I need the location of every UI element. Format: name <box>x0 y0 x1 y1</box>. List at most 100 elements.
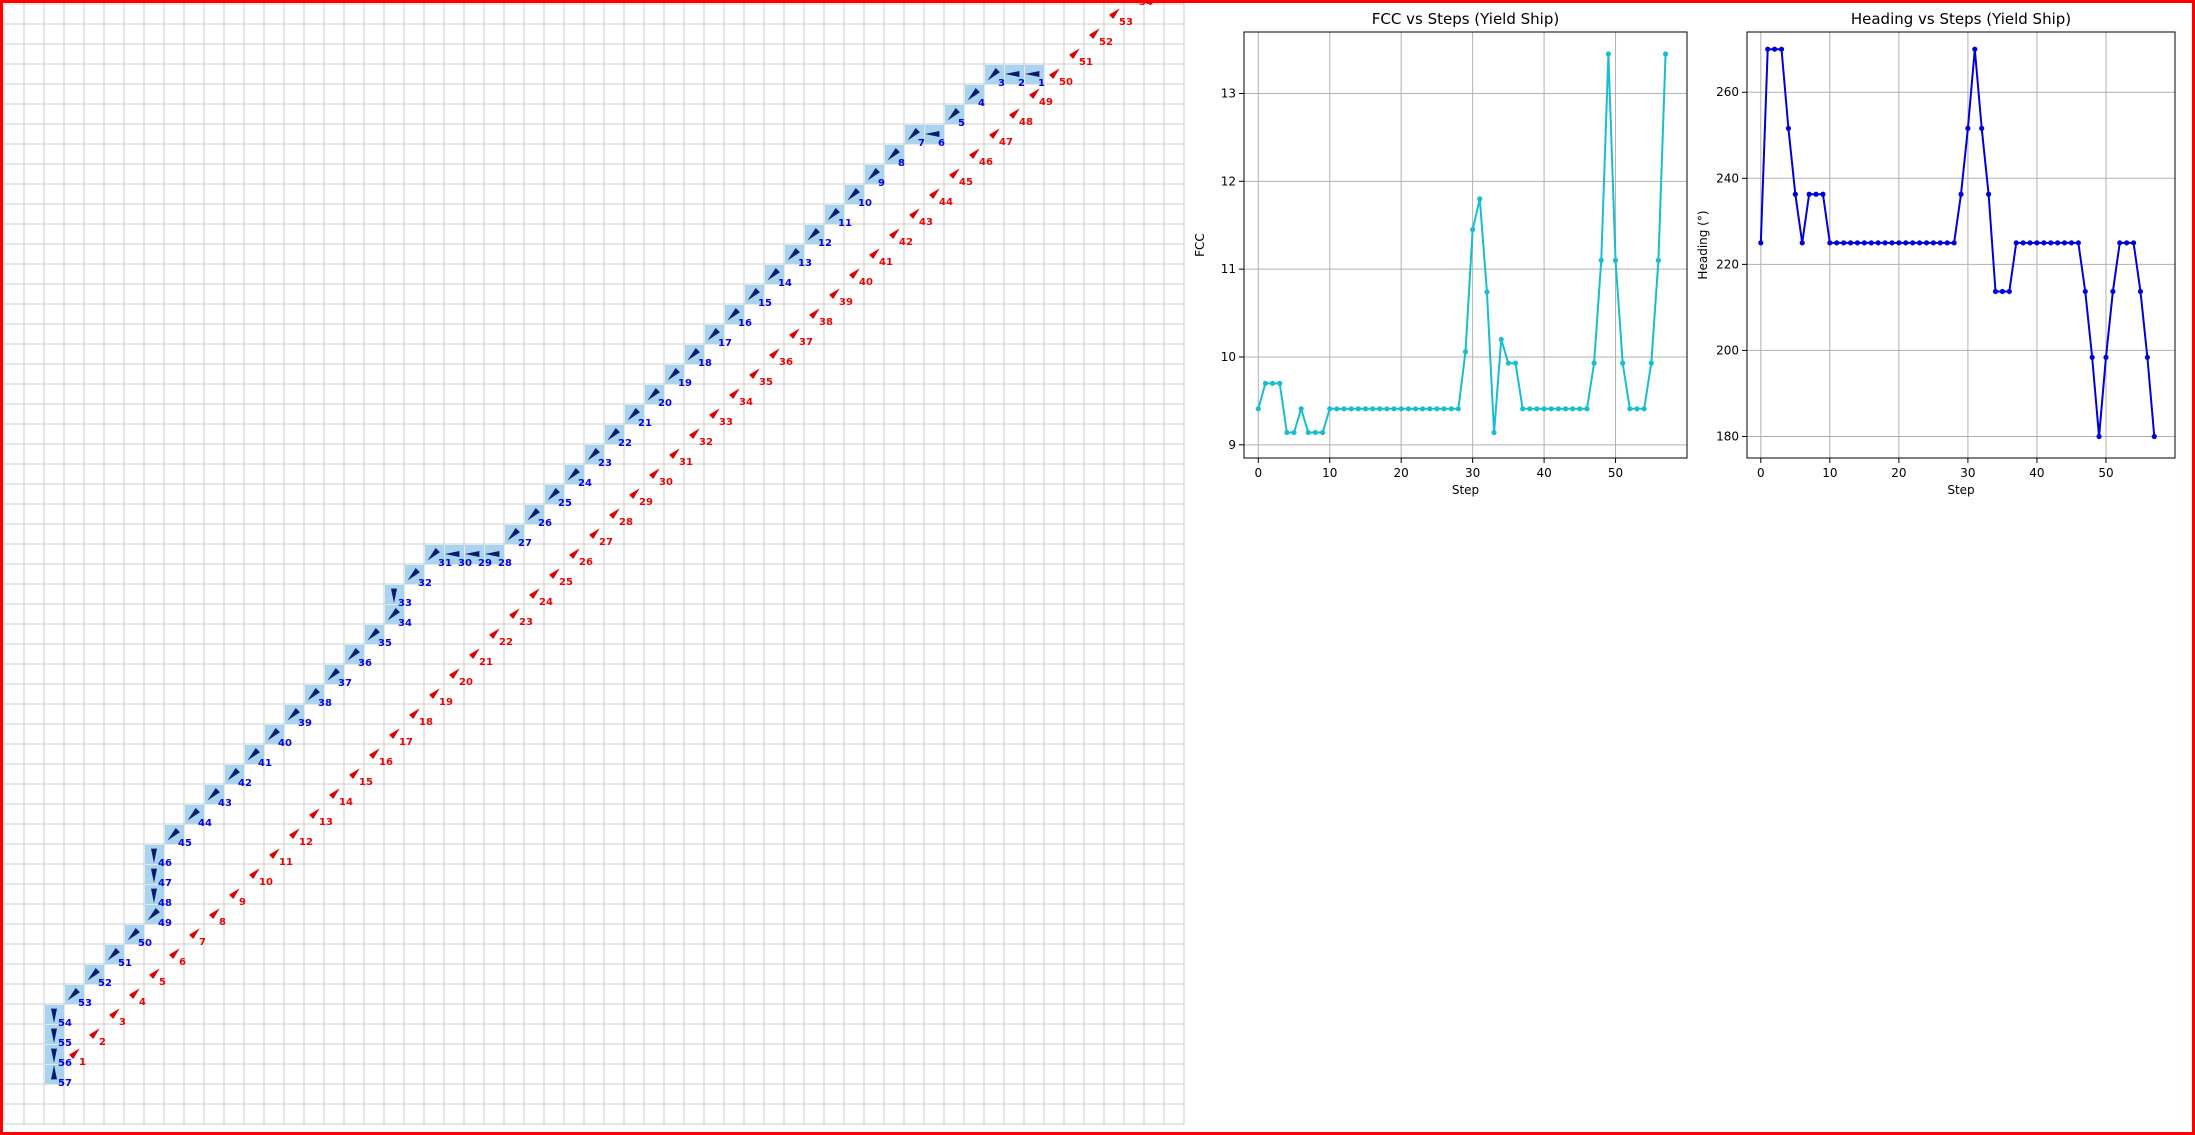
blue-arrow <box>247 748 260 761</box>
red-arrow <box>569 548 580 559</box>
red-arrow <box>929 188 940 199</box>
red-step-label: 25 <box>559 577 573 588</box>
red-step-label: 20 <box>459 677 473 688</box>
y-axis-label: Heading (°) <box>1696 210 1710 279</box>
blue-step-label: 55 <box>58 1038 72 1049</box>
blue-arrow <box>391 588 397 603</box>
red-arrow <box>229 888 240 899</box>
blue-step-label: 45 <box>178 838 192 849</box>
red-step-label: 49 <box>1039 97 1053 108</box>
red-step-label: 6 <box>179 957 186 968</box>
red-step-label: 16 <box>379 757 393 768</box>
data-point <box>1462 349 1469 355</box>
red-arrow <box>509 608 520 619</box>
red-arrow <box>689 428 700 439</box>
blue-step-label: 34 <box>398 618 412 629</box>
x-tick-label: 50 <box>2098 466 2113 480</box>
red-step-label: 51 <box>1079 57 1093 68</box>
blue-ship-track: 1234567891011121314151617181920212223242… <box>45 65 1045 1089</box>
data-point <box>1491 429 1497 436</box>
data-point <box>1570 406 1576 412</box>
data-point <box>1999 288 2006 295</box>
data-point <box>1577 406 1583 412</box>
data-point <box>1655 257 1662 263</box>
red-arrow <box>1049 68 1060 79</box>
data-point <box>1662 51 1669 57</box>
data-point <box>1370 406 1376 412</box>
x-tick-label: 40 <box>1536 466 1551 480</box>
data-point <box>1412 406 1419 412</box>
blue-step-label: 38 <box>318 698 332 709</box>
data-point <box>1799 240 1805 246</box>
data-point <box>1291 429 1297 436</box>
data-point <box>1591 360 1597 366</box>
blue-step-label: 2 <box>1018 78 1025 89</box>
blue-step-label: 17 <box>718 338 732 349</box>
red-step-label: 27 <box>599 537 613 548</box>
blue-arrow <box>827 208 840 221</box>
blue-arrow <box>507 528 520 541</box>
red-step-label: 35 <box>759 377 773 388</box>
data-point <box>1641 406 1647 412</box>
blue-step-label: 33 <box>398 598 412 609</box>
red-step-label: 47 <box>999 137 1013 148</box>
red-arrow <box>749 368 760 379</box>
data-point <box>1605 51 1612 57</box>
red-arrow <box>269 848 280 859</box>
blue-arrow <box>987 68 1000 81</box>
red-arrow <box>649 468 660 479</box>
series-line <box>1759 48 2156 437</box>
red-arrow <box>489 628 500 639</box>
red-step-label: 41 <box>879 257 893 268</box>
data-point <box>1916 240 1923 246</box>
plot-frame <box>1746 31 2176 459</box>
red-arrow <box>429 688 440 699</box>
data-point <box>1813 191 1819 197</box>
blue-step-label: 48 <box>158 898 172 909</box>
data-point <box>1484 289 1490 295</box>
red-step-label: 11 <box>279 857 293 868</box>
data-point <box>1972 46 1978 52</box>
red-arrow <box>949 168 960 179</box>
blue-step-label: 3 <box>998 78 1005 89</box>
data-point <box>1262 380 1269 386</box>
red-step-label: 19 <box>439 697 453 708</box>
data-point <box>1765 46 1771 52</box>
red-arrow <box>549 568 560 579</box>
blue-arrow <box>87 968 100 981</box>
red-step-label: 40 <box>859 277 873 288</box>
data-point <box>1854 240 1861 246</box>
red-step-label: 29 <box>639 497 653 508</box>
data-point <box>1269 380 1276 386</box>
blue-step-label: 18 <box>698 358 712 369</box>
blue-step-label: 40 <box>278 738 292 749</box>
data-point <box>2089 354 2095 360</box>
data-point <box>2124 240 2130 246</box>
data-point <box>1548 406 1554 412</box>
red-arrow <box>449 668 460 679</box>
blue-arrow <box>485 551 500 557</box>
red-arrow <box>1089 28 1100 39</box>
data-point <box>1958 191 1964 197</box>
blue-step-label: 9 <box>878 178 885 189</box>
red-step-label: 2 <box>99 1037 106 1048</box>
data-point <box>1882 240 1888 246</box>
x-tick-label: 10 <box>1322 466 1337 480</box>
data-point <box>1986 191 1992 197</box>
blue-arrow <box>527 508 540 521</box>
data-point <box>1441 406 1447 412</box>
data-point <box>1448 406 1454 412</box>
blue-step-label: 21 <box>638 418 652 429</box>
data-point <box>1875 240 1881 246</box>
blue-step-label: 46 <box>158 858 172 869</box>
data-point <box>1362 406 1369 412</box>
red-arrow <box>189 928 200 939</box>
red-step-label: 9 <box>239 897 246 908</box>
red-step-label: 50 <box>1059 77 1073 88</box>
data-point <box>1965 125 1971 131</box>
red-arrow <box>349 768 360 779</box>
blue-step-label: 4 <box>978 98 985 109</box>
data-point <box>1937 240 1943 246</box>
data-point <box>1820 191 1826 197</box>
